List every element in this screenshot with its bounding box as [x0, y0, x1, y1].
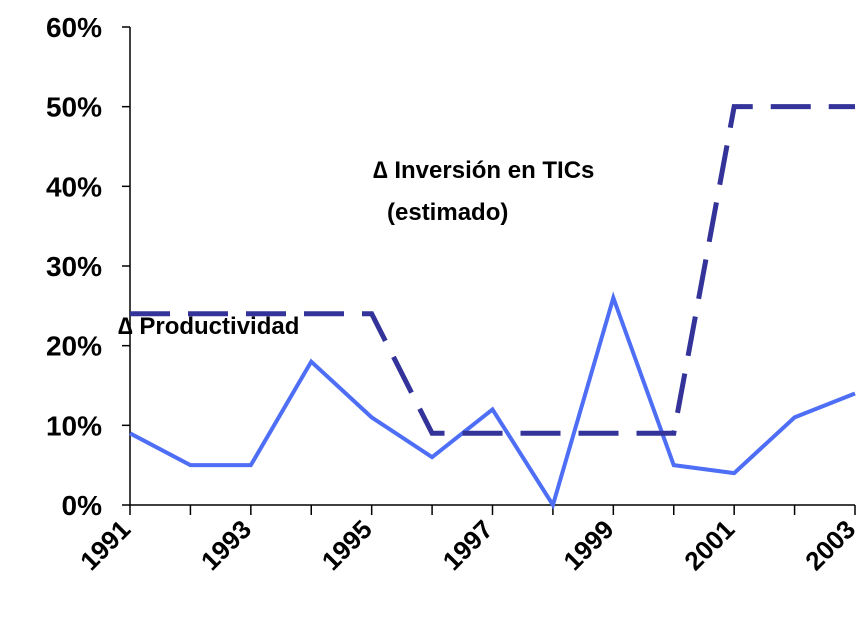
y-tick-label: 0%	[62, 490, 103, 521]
y-tick-label: 40%	[46, 171, 102, 202]
series-line	[130, 104, 855, 436]
x-tick-label: 1995	[316, 514, 378, 576]
series-label: ∆ Productividad	[118, 313, 299, 340]
y-tick-label: 30%	[46, 251, 102, 282]
series-label: ∆ Inversión en TICs	[373, 157, 594, 184]
x-tick-label: 1991	[74, 514, 136, 576]
x-tick-label: 1999	[557, 514, 619, 576]
y-tick-label: 60%	[46, 12, 102, 43]
x-tick-label: 1993	[195, 514, 257, 576]
annotation: (estimado)	[387, 199, 508, 226]
x-tick-label: 2003	[799, 514, 861, 576]
y-tick-label: 10%	[46, 410, 102, 441]
x-tick-label: 2001	[678, 514, 740, 576]
y-tick-label: 50%	[46, 92, 102, 123]
series-line	[129, 291, 856, 510]
y-tick-label: 20%	[46, 331, 102, 362]
x-tick-label: 1997	[437, 514, 499, 576]
